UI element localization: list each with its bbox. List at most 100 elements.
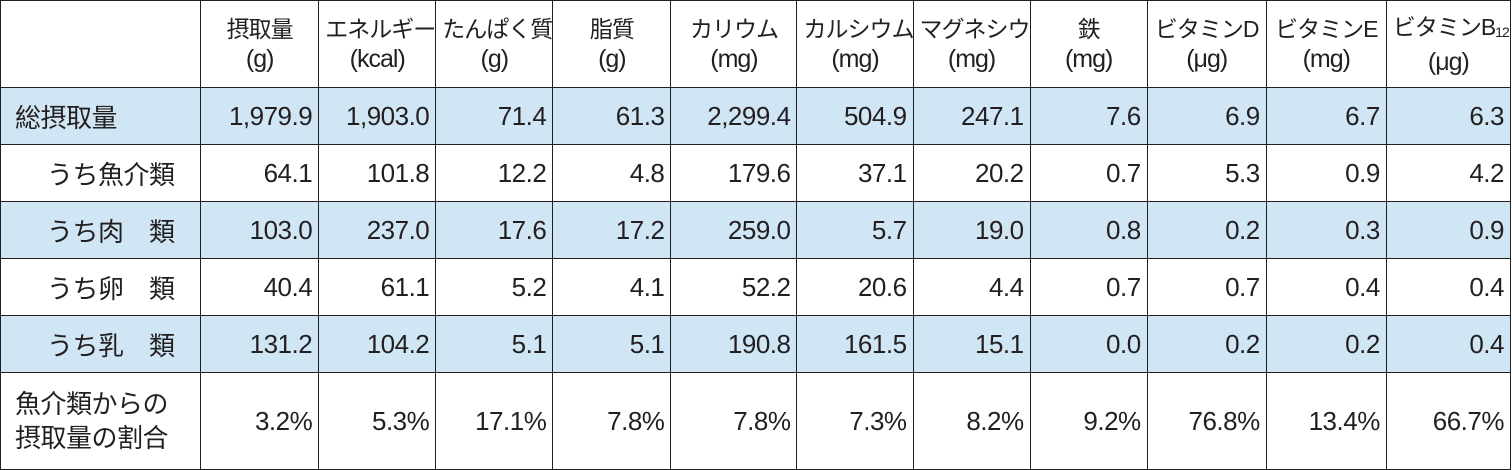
table-cell: 0.8 [1029, 201, 1148, 259]
column-name: カルシウム [803, 16, 914, 42]
table-cell: 7.6 [1029, 87, 1148, 145]
table-cell: 52.2 [670, 258, 798, 316]
table-cell: 5.2 [435, 258, 554, 316]
table-cell: 13.4% [1265, 372, 1387, 470]
column-unit: (g) [480, 45, 510, 73]
row-label-line: 魚介類からの [15, 389, 169, 419]
row-label: うち肉 類 [0, 201, 202, 259]
table-cell: 1,979.9 [200, 87, 320, 145]
table-cell: 0.4 [1265, 258, 1387, 316]
column-name: マグネシウム [919, 16, 1030, 42]
row-label: うち乳 類 [0, 315, 202, 373]
table-cell: 20.6 [796, 258, 914, 316]
row-label: うち卵 類 [0, 258, 202, 316]
table-cell: 37.1 [796, 144, 914, 202]
column-name: たんぱく質 [442, 16, 553, 42]
column-unit: (mg) [947, 45, 996, 73]
column-name: ビタミンD [1154, 16, 1260, 42]
column-header: エネルギー (kcal) [318, 0, 437, 88]
column-name-subscript: 12 [1495, 23, 1509, 40]
column-unit: (g) [245, 45, 275, 73]
table-cell: 7.8% [552, 372, 672, 470]
table-cell: 0.9 [1385, 201, 1512, 259]
table-cell: 247.1 [912, 87, 1031, 145]
column-header: 鉄 (mg) [1029, 0, 1148, 88]
table-cell: 190.8 [670, 315, 798, 373]
column-name: ビタミンE [1275, 16, 1378, 42]
table-cell: 76.8% [1146, 372, 1267, 470]
table-cell: 6.3 [1385, 87, 1512, 145]
table-cell: 5.7 [796, 201, 914, 259]
table-cell: 17.2 [552, 201, 672, 259]
table-cell: 0.2 [1265, 315, 1387, 373]
column-name: エネルギー [325, 16, 436, 42]
column-unit: (kcal) [349, 45, 406, 73]
table-cell: 237.0 [318, 201, 437, 259]
column-unit: (mg) [831, 45, 879, 73]
table-cell: 0.4 [1385, 315, 1512, 373]
table-cell: 504.9 [796, 87, 914, 145]
column-name: 脂質 [589, 16, 635, 42]
table-cell: 61.3 [552, 87, 672, 145]
table-cell: 5.3 [1146, 144, 1267, 202]
column-header: 摂取量 (g) [200, 0, 320, 88]
table-cell: 0.4 [1385, 258, 1512, 316]
table-cell: 7.8% [670, 372, 798, 470]
table-cell: 5.1 [435, 315, 554, 373]
row-label: 総摂取量 [0, 87, 202, 145]
table-cell: 17.6 [435, 201, 554, 259]
table-row: うち乳 類 131.2 104.2 5.1 5.1 190.8 161.5 15.1 0.0 0.… [0, 315, 1512, 373]
column-unit: (mg) [710, 45, 758, 73]
table-cell: 2,299.4 [670, 87, 798, 145]
table-cell: 6.9 [1146, 87, 1267, 145]
table-cell: 179.6 [670, 144, 798, 202]
table-cell: 7.3% [796, 372, 914, 470]
table-cell: 19.0 [912, 201, 1031, 259]
table-cell: 4.8 [552, 144, 672, 202]
row-label: うち魚介類 [0, 144, 202, 202]
column-name: 摂取量 [226, 16, 294, 42]
table-cell: 17.1% [435, 372, 554, 470]
column-unit: (mg) [1064, 45, 1113, 73]
table-cell: 15.1 [912, 315, 1031, 373]
table-cell: 5.3% [318, 372, 437, 470]
table-cell: 103.0 [200, 201, 320, 259]
table-cell: 0.3 [1265, 201, 1387, 259]
table-cell: 64.1 [200, 144, 320, 202]
table-cell: 0.7 [1029, 144, 1148, 202]
table-cell: 0.2 [1146, 315, 1267, 373]
table-cell: 8.2% [912, 372, 1031, 470]
column-header: カリウム (mg) [670, 0, 798, 88]
table-cell: 0.7 [1029, 258, 1148, 316]
corner-cell [0, 0, 202, 88]
column-name: ビタミンB [1392, 13, 1496, 40]
table-cell: 40.4 [200, 258, 320, 316]
table-cell: 4.1 [552, 258, 672, 316]
column-header: カルシウム (mg) [796, 0, 914, 88]
column-header: たんぱく質 (g) [435, 0, 554, 88]
column-header: ビタミンE (mg) [1265, 0, 1387, 88]
table-cell: 9.2% [1029, 372, 1148, 470]
column-header: ビタミンD (μg) [1146, 0, 1267, 88]
table-cell: 71.4 [435, 87, 554, 145]
table-cell: 0.9 [1265, 144, 1387, 202]
table-cell: 5.1 [552, 315, 672, 373]
table-cell: 12.2 [435, 144, 554, 202]
table-cell: 20.2 [912, 144, 1031, 202]
table-cell: 6.7 [1265, 87, 1387, 145]
table-cell: 1,903.0 [318, 87, 437, 145]
table-cell: 61.1 [318, 258, 437, 316]
row-label-line: 摂取量の割合 [15, 423, 169, 453]
table-cell: 259.0 [670, 201, 798, 259]
table-cell: 4.2 [1385, 144, 1512, 202]
table-cell: 104.2 [318, 315, 437, 373]
column-unit: (g) [598, 45, 627, 73]
column-name: カリウム [689, 16, 779, 42]
column-unit: (μg) [1427, 47, 1470, 76]
table-cell: 0.2 [1146, 201, 1267, 259]
table-cell: 0.0 [1029, 315, 1148, 373]
column-unit: (μg) [1186, 45, 1228, 73]
table-cell: 0.7 [1146, 258, 1267, 316]
column-header: ビタミンB12 (μg) [1385, 0, 1512, 88]
